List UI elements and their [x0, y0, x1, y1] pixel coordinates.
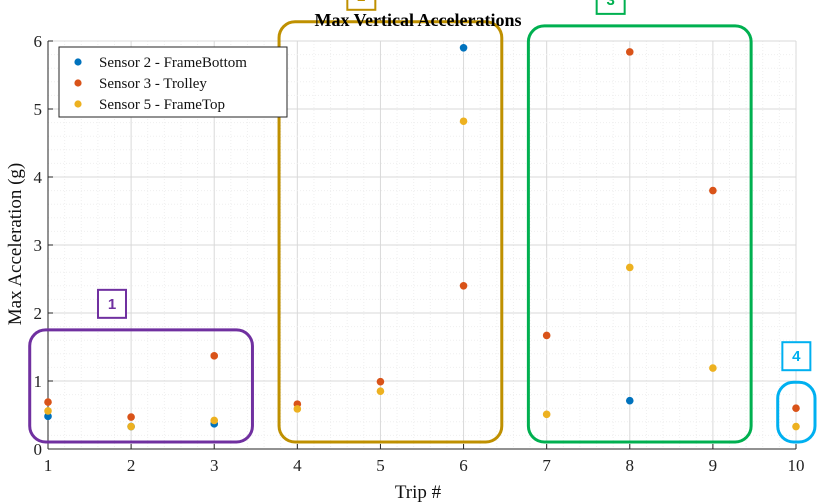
x-tick-labels: 1 2 3 4 5 6 7 8 9 10 [44, 444, 805, 475]
group-label-box-3 [595, 0, 626, 15]
y-axis-label: Max Acceleration (g) [5, 163, 26, 325]
group-box-4 [776, 380, 817, 444]
data-points [44, 44, 800, 431]
y-tick-labels: 0 1 2 3 4 5 6 [34, 32, 53, 459]
group-box-1 [28, 328, 254, 444]
data-point-sensor-5-frametop [459, 117, 468, 126]
data-point-sensor-5-frametop [792, 422, 800, 431]
y-tick-label: 4 [34, 168, 43, 187]
legend-label-sensor-2: Sensor 2 - FrameBottom [99, 55, 247, 71]
x-tick-label: 7 [542, 456, 551, 475]
y-tick-label: 6 [34, 32, 43, 51]
y-tick-label: 3 [34, 236, 43, 255]
data-point-sensor-5-frametop [127, 422, 135, 431]
group-box-3 [526, 24, 753, 444]
data-point-sensor-3-trolley [542, 331, 551, 340]
x-tick-label: 5 [376, 456, 385, 475]
x-axis-label: Trip # [395, 482, 442, 502]
group-label-box-1 [96, 288, 127, 319]
legend-label-sensor-5: Sensor 5 - FrameTop [99, 97, 225, 113]
x-tick-label: 3 [210, 456, 219, 475]
data-point-sensor-3-trolley [210, 352, 219, 360]
data-point-sensor-5-frametop [542, 410, 551, 419]
x-tick-label: 10 [788, 456, 805, 475]
data-point-sensor-3-trolley [44, 398, 52, 406]
group-label-box-2 [346, 0, 377, 11]
data-point-sensor-5-frametop [293, 405, 302, 413]
legend: Sensor 2 - FrameBottom Sensor 3 - Trolle… [58, 46, 288, 118]
data-point-sensor-5-frametop [709, 364, 717, 372]
legend-marker-sensor-2 [74, 58, 82, 66]
data-point-sensor-3-trolley [792, 404, 800, 413]
data-point-sensor-5-frametop [625, 263, 634, 272]
data-point-sensor-5-frametop [44, 407, 52, 415]
data-point-sensor-5-frametop [210, 416, 219, 425]
data-point-sensor-3-trolley [376, 377, 385, 386]
legend-label-sensor-3: Sensor 3 - Trolley [99, 76, 207, 92]
legend-box [58, 46, 288, 118]
y-tick-label: 0 [34, 440, 43, 459]
group-label-3: 3 [606, 0, 614, 9]
data-point-sensor-2-framebottom [44, 412, 52, 421]
x-tick-label: 1 [44, 456, 53, 475]
x-tick-label: 2 [127, 456, 136, 475]
chart-title: Max Vertical Accelerations [315, 10, 522, 30]
data-point-sensor-2-framebottom [459, 44, 468, 52]
y-tick-label: 2 [34, 304, 43, 323]
data-point-sensor-5-frametop [376, 387, 385, 396]
x-tick-label: 6 [459, 456, 468, 475]
data-point-sensor-3-trolley [127, 413, 135, 421]
group-label-2: 2 [357, 0, 365, 5]
y-tick-label: 5 [34, 100, 43, 119]
x-tick-label: 4 [293, 456, 302, 475]
legend-marker-sensor-5 [74, 100, 82, 108]
data-point-sensor-3-trolley [625, 48, 634, 56]
y-tick-label: 1 [34, 372, 43, 391]
data-point-sensor-2-framebottom [625, 396, 634, 405]
legend-marker-sensor-3 [74, 79, 82, 87]
x-tick-label: 8 [626, 456, 635, 475]
group-label-box-4 [781, 341, 812, 372]
group-label-4: 4 [792, 348, 801, 365]
group-boxes: 1 2 3 4 [28, 0, 817, 444]
x-tick-label: 9 [709, 456, 718, 475]
data-point-sensor-3-trolley [709, 186, 717, 195]
data-point-sensor-3-trolley [459, 282, 468, 290]
group-box-2 [277, 20, 504, 444]
group-label-1: 1 [108, 296, 116, 313]
